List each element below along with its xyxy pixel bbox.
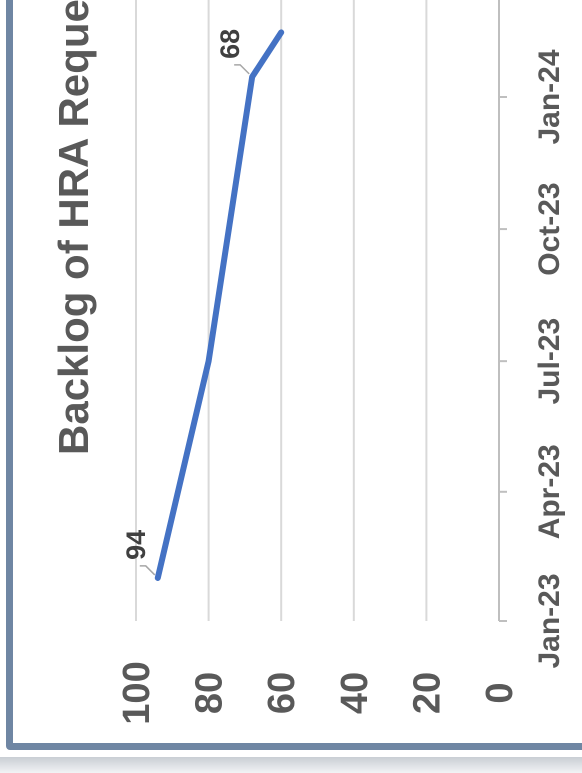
series-group	[154, 29, 285, 581]
y-tick-label-0: 0	[479, 682, 521, 703]
y-tick-label-60: 60	[261, 672, 303, 714]
data-point-0	[155, 575, 160, 580]
x-tick-label-Jan-23: Jan-23	[533, 573, 566, 668]
y-tick-label-100: 100	[116, 661, 158, 724]
data-label-68: 68	[215, 29, 245, 59]
x-tick-label-Apr-23: Apr-23	[533, 444, 566, 539]
leader-line-68	[234, 64, 250, 75]
leader-line-94	[139, 565, 156, 576]
x-tick-label-Oct-23: Oct-23	[533, 182, 566, 275]
data-point-3	[279, 30, 284, 35]
data-labels: 94 68	[121, 29, 250, 576]
y-tick-label-40: 40	[334, 672, 376, 714]
data-label-94: 94	[121, 530, 151, 560]
data-point-2	[250, 74, 255, 79]
chart-frame	[6, 0, 582, 750]
gridlines	[135, 0, 428, 621]
x-tick-label-Jan-24: Jan-24	[533, 49, 566, 144]
series-line-0	[154, 29, 285, 581]
x-axis: Jan-23 Apr-23 Jul-23 Oct-23 Jan-24	[498, 0, 566, 669]
y-tick-label-20: 20	[406, 672, 448, 714]
data-point-1	[206, 359, 211, 364]
bottom-shade	[0, 757, 582, 773]
x-tick-label-Jul-23: Jul-23	[533, 318, 566, 405]
chart-title: Backlog of HRA Reques	[50, 0, 97, 455]
y-tick-label-80: 80	[189, 672, 231, 714]
y-axis: 0 20 40 60 80 100	[116, 661, 521, 724]
